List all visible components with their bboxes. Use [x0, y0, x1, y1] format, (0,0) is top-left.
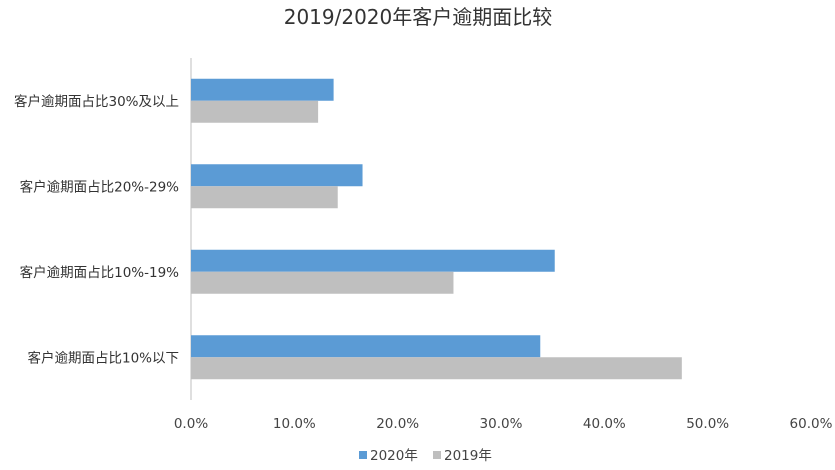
x-tick-label-5: 40.0%: [583, 416, 626, 432]
bar-series1-cat3: [191, 249, 555, 272]
legend-label-2: 2019年: [444, 448, 492, 464]
legend: 2020年 2019年: [359, 448, 492, 464]
bars-group: [191, 78, 682, 380]
bar-series1-cat4: [191, 335, 541, 358]
bar-series2-cat1: [191, 100, 319, 123]
category-label-1: 客户逾期面占比30%及以上: [14, 93, 179, 110]
bar-series1-cat1: [191, 78, 334, 101]
bar-series2-cat2: [191, 186, 338, 209]
chart-title: 2019/2020年客户逾期面比较: [284, 5, 553, 29]
legend-swatch-1: [359, 451, 367, 459]
category-label-3: 客户逾期面占比10%-19%: [20, 264, 180, 281]
bar-series2-cat3: [191, 271, 454, 294]
x-tick-label-1: 0.0%: [174, 416, 208, 432]
x-tick-label-7: 60.0%: [790, 416, 833, 432]
x-tick-label-3: 20.0%: [376, 416, 419, 432]
x-tick-label-6: 50.0%: [686, 416, 729, 432]
bar-series2-cat4: [191, 357, 682, 380]
x-tick-label-2: 10.0%: [273, 416, 316, 432]
category-label-2: 客户逾期面占比20%-29%: [20, 178, 180, 195]
legend-label-1: 2020年: [370, 448, 418, 464]
legend-swatch-2: [433, 451, 441, 459]
x-tick-label-4: 30.0%: [480, 416, 523, 432]
category-label-4: 客户逾期面占比10%以下: [27, 349, 179, 366]
x-tick-labels: 0.0% 10.0% 20.0% 30.0% 40.0% 50.0% 60.0%: [174, 416, 833, 432]
bar-series1-cat2: [191, 164, 363, 187]
